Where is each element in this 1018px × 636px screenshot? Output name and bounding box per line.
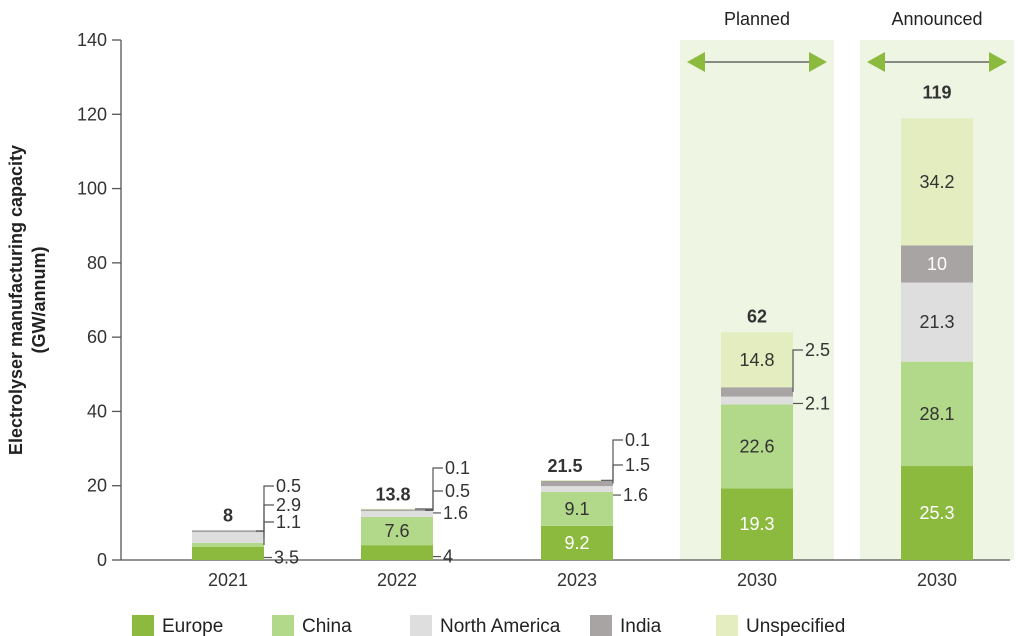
bar-europe-2030 — [901, 466, 973, 560]
scenario-label: Announced — [891, 9, 982, 29]
y-axis-title-line: (GW/annum) — [29, 247, 49, 354]
bar-north-america-2021 — [192, 532, 264, 543]
callout-leader — [425, 490, 443, 511]
legend-swatch-india — [590, 615, 612, 636]
bar-china-2022 — [361, 516, 433, 546]
y-axis-title: Electrolyser manufacturing capacity (GW/a… — [6, 145, 49, 455]
bar-india-2021 — [192, 530, 264, 533]
bar-china-2023 — [541, 492, 613, 526]
bar-north-america-2022 — [361, 510, 433, 517]
scenario-label: Planned — [724, 9, 790, 29]
bar-unspecified-2030 — [901, 118, 973, 246]
segment-value-callout: 1.1 — [276, 512, 301, 532]
bar-north-america-2030 — [901, 282, 973, 362]
legend-label: India — [620, 616, 662, 636]
segment-value-callout: 1.6 — [443, 503, 468, 523]
segment-value-label: 7.6 — [384, 521, 409, 541]
segment-value-callout: 3.5 — [274, 548, 299, 568]
segment-value-callout: 0.1 — [625, 430, 650, 450]
segment-value-label: 25.3 — [919, 503, 954, 523]
arrow-left-icon — [687, 52, 705, 72]
y-tick-label: 0 — [97, 550, 107, 570]
segment-value-label: 9.1 — [564, 499, 589, 519]
bar-china-2030 — [901, 361, 973, 467]
x-tick-label: 2023 — [557, 570, 597, 590]
bar-india-2030 — [901, 245, 973, 283]
arrow-left-icon — [867, 52, 885, 72]
segment-value-callout: 0.5 — [445, 481, 470, 501]
bar-north-america-2030 — [721, 396, 793, 405]
bar-india-2030 — [721, 387, 793, 397]
bar-europe-2023 — [541, 525, 613, 560]
total-value-label: 8 — [223, 505, 233, 525]
legend-label: North America — [440, 616, 561, 636]
segment-value-label: 9.2 — [564, 533, 589, 553]
bar-europe-2030 — [721, 488, 793, 560]
segment-value-callout: 2.5 — [805, 340, 830, 360]
callout-leader — [415, 467, 443, 510]
callout-leader — [256, 485, 274, 532]
segment-value-label: 28.1 — [919, 404, 954, 424]
segment-value-callout: 2.9 — [276, 495, 301, 515]
segment-value-callout: 0.5 — [276, 476, 301, 496]
y-tick-label: 120 — [77, 104, 107, 124]
x-tick-label: 2030 — [917, 570, 957, 590]
legend-swatch-europe — [132, 615, 154, 636]
segment-value-callout: 4 — [443, 547, 453, 567]
legend-label: China — [302, 616, 352, 636]
segment-value-callout: 1.5 — [625, 455, 650, 475]
legend-label: Europe — [162, 616, 223, 636]
bar-unspecified-2023 — [541, 480, 613, 481]
segment-value-callout: 0.1 — [445, 458, 470, 478]
bar-china-2021 — [192, 542, 264, 547]
legend-swatch-china — [272, 615, 294, 636]
x-tick-label: 2030 — [737, 570, 777, 590]
arrow-right-icon — [809, 52, 827, 72]
y-tick-label: 60 — [87, 327, 107, 347]
callout-leader — [601, 439, 623, 481]
y-tick-label: 100 — [77, 179, 107, 199]
segment-value-label: 19.3 — [739, 514, 774, 534]
bar-china-2030 — [721, 404, 793, 489]
arrow-right-icon — [989, 52, 1007, 72]
callout-leader — [612, 464, 623, 484]
legend-label: Unspecified — [746, 616, 845, 636]
segment-value-label: 10 — [927, 254, 947, 274]
segment-value-callout: 2.1 — [805, 393, 830, 413]
y-tick-label: 80 — [87, 253, 107, 273]
segment-value-label: 34.2 — [919, 172, 954, 192]
bar-unspecified-2022 — [361, 508, 433, 510]
callout-leader — [263, 521, 274, 545]
segment-value-label: 22.6 — [739, 436, 774, 456]
total-value-label: 21.5 — [547, 456, 582, 476]
x-tick-label: 2022 — [377, 570, 417, 590]
segment-value-label: 21.3 — [919, 312, 954, 332]
x-tick-label: 2021 — [208, 570, 248, 590]
total-value-label: 119 — [922, 82, 951, 102]
bar-india-2023 — [541, 480, 613, 487]
bar-north-america-2023 — [541, 486, 613, 493]
y-tick-label: 20 — [87, 476, 107, 496]
bar-europe-2021 — [192, 547, 264, 560]
segment-value-callout: 1.6 — [623, 485, 648, 505]
total-value-label: 13.8 — [375, 485, 410, 505]
y-tick-label: 40 — [87, 401, 107, 421]
callout-leader — [792, 349, 803, 392]
y-axis-title-line: Electrolyser manufacturing capacity — [6, 145, 26, 455]
total-value-label: 62 — [747, 306, 767, 326]
y-tick-label: 140 — [77, 30, 107, 50]
legend-swatch-north-america — [410, 615, 432, 636]
bar-india-2022 — [361, 509, 433, 511]
segment-value-label: 14.8 — [739, 350, 774, 370]
bar-europe-2022 — [361, 545, 433, 560]
bar-unspecified-2030 — [721, 332, 793, 388]
callout-leader — [263, 504, 274, 538]
legend-swatch-unspecified — [716, 615, 738, 636]
